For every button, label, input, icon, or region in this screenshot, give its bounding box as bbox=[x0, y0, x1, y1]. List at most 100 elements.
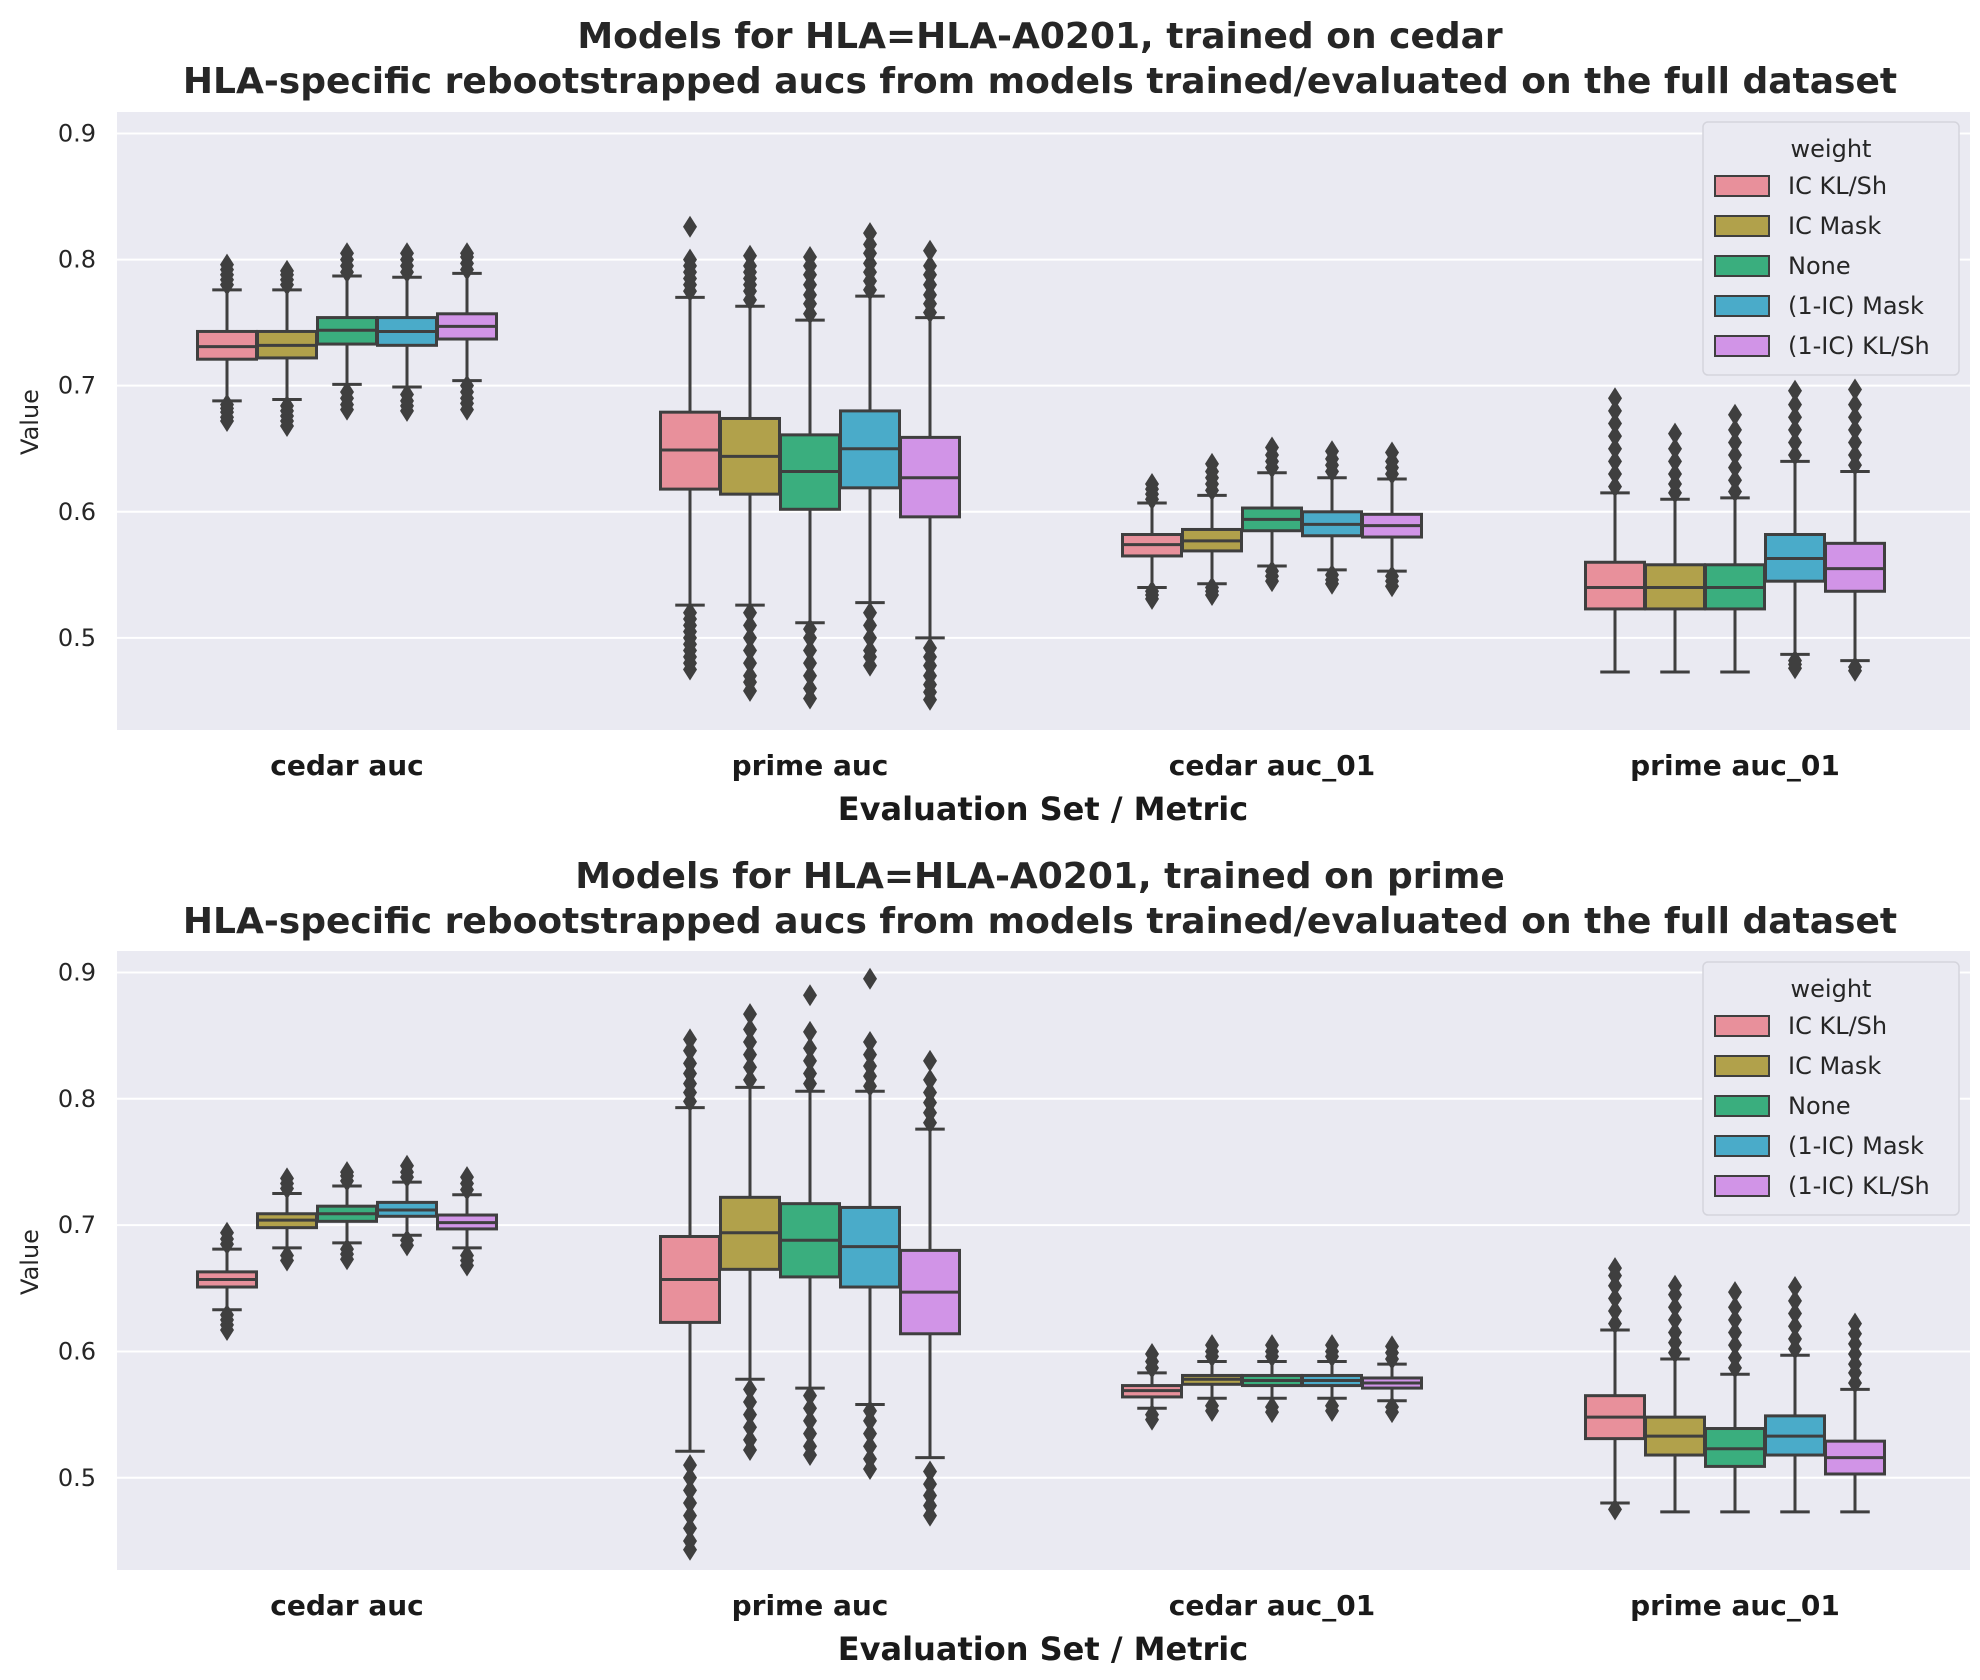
y-tick-label: 0.5 bbox=[58, 624, 96, 652]
box-iqr bbox=[1584, 560, 1646, 611]
outlier-point bbox=[1668, 437, 1682, 460]
outlier-point bbox=[803, 1384, 817, 1407]
outlier-point bbox=[1385, 441, 1399, 464]
chart-title-line1: Models for HLA=HLA-A0201, trained on ced… bbox=[577, 16, 1503, 57]
outlier-point bbox=[1788, 1302, 1802, 1325]
box-plot bbox=[779, 984, 841, 1467]
outlier-point bbox=[1848, 418, 1862, 441]
legend-label: IC Mask bbox=[1788, 212, 1881, 240]
outlier-point bbox=[1728, 480, 1742, 503]
outlier-point bbox=[1668, 1296, 1682, 1319]
y-tick-label: 0.6 bbox=[58, 1337, 96, 1365]
box-plot bbox=[1764, 1276, 1826, 1514]
outlier-point bbox=[340, 1161, 354, 1184]
outlier-point bbox=[1325, 440, 1339, 463]
x-tick-label: cedar auc bbox=[270, 749, 424, 782]
outlier-point bbox=[1608, 1257, 1622, 1280]
box-plot bbox=[1824, 1312, 1886, 1514]
x-axis-label: Evaluation Set / Metric bbox=[838, 1630, 1248, 1668]
box-plot bbox=[1764, 379, 1826, 680]
gridlines bbox=[117, 132, 1970, 639]
outlier-point bbox=[1668, 462, 1682, 485]
legend-label: IC Mask bbox=[1788, 1052, 1881, 1080]
outlier-point bbox=[280, 394, 294, 417]
outlier-point bbox=[803, 246, 817, 269]
chart-title-line2: HLA-specific rebootstrapped aucs from mo… bbox=[183, 61, 1897, 102]
legend-label: None bbox=[1788, 252, 1851, 280]
outlier-point bbox=[1728, 1346, 1742, 1369]
outlier-point bbox=[1728, 403, 1742, 426]
box-plot bbox=[1704, 1281, 1766, 1514]
legend-swatch bbox=[1714, 175, 1770, 197]
outlier-point bbox=[863, 1054, 877, 1077]
outlier-point bbox=[1385, 1396, 1399, 1419]
outlier-point bbox=[743, 1056, 757, 1079]
box-plot bbox=[1181, 452, 1243, 607]
outlier-point bbox=[863, 1030, 877, 1053]
outlier-point bbox=[863, 222, 877, 245]
outlier-point bbox=[1145, 1342, 1159, 1365]
outlier-point bbox=[743, 1030, 757, 1053]
outlier-point bbox=[1145, 1403, 1159, 1426]
outlier-point bbox=[1265, 1396, 1279, 1419]
outlier-point bbox=[1205, 576, 1219, 599]
x-tick-label: cedar auc_01 bbox=[1169, 749, 1375, 782]
outlier-point bbox=[743, 1003, 757, 1026]
box-plot bbox=[719, 1003, 781, 1461]
outlier-point bbox=[1848, 1312, 1862, 1335]
outlier-point bbox=[923, 1049, 937, 1072]
outlier-point bbox=[1728, 431, 1742, 454]
outlier-point bbox=[460, 374, 474, 397]
legend: weight IC KL/Sh IC Mask None (1-IC) Mask (1-… bbox=[1702, 121, 1960, 376]
outlier-point bbox=[923, 1484, 937, 1507]
outlier-point bbox=[1608, 1287, 1622, 1310]
box-plot bbox=[1704, 403, 1766, 674]
outlier-point bbox=[280, 1244, 294, 1267]
outlier-point bbox=[683, 1028, 697, 1051]
outlier-point bbox=[863, 1422, 877, 1445]
outlier-point bbox=[1728, 1321, 1742, 1344]
outlier-point bbox=[803, 664, 817, 687]
outlier-point bbox=[220, 1303, 234, 1326]
legend-label: (1-IC) KL/Sh bbox=[1788, 1172, 1930, 1200]
outlier-point bbox=[743, 664, 757, 687]
y-tick-labels: 0.5 0.6 0.7 0.8 0.9 bbox=[58, 119, 96, 651]
outlier-point bbox=[683, 215, 697, 238]
outlier-point bbox=[1788, 1276, 1802, 1299]
outlier-point bbox=[743, 1018, 757, 1041]
outlier-point bbox=[1265, 1334, 1279, 1357]
outlier-point bbox=[803, 1397, 817, 1420]
outlier-point bbox=[220, 253, 234, 276]
legend-label: (1-IC) KL/Sh bbox=[1788, 332, 1930, 360]
outlier-point bbox=[1728, 456, 1742, 479]
outlier-point bbox=[1145, 580, 1159, 603]
outlier-point bbox=[743, 1068, 757, 1091]
outlier-point bbox=[923, 1460, 937, 1483]
outlier-point bbox=[803, 1422, 817, 1445]
outlier-point bbox=[683, 1052, 697, 1075]
outlier-point bbox=[1788, 1315, 1802, 1338]
outlier-point bbox=[863, 1399, 877, 1422]
outlier-point bbox=[1608, 1300, 1622, 1323]
x-tick-labels: cedar auc prime auc cedar auc_01 prime auc_… bbox=[270, 749, 1840, 782]
box-plot bbox=[256, 1167, 318, 1272]
outlier-point bbox=[863, 601, 877, 624]
legend-swatch bbox=[1714, 1175, 1770, 1197]
box-plot bbox=[1301, 440, 1363, 595]
y-tick-label: 0.7 bbox=[58, 372, 96, 400]
x-tick-label: cedar auc_01 bbox=[1169, 1589, 1375, 1622]
y-tick-label: 0.6 bbox=[58, 498, 96, 526]
chart-title-line1: Models for HLA=HLA-A0201, trained on pri… bbox=[575, 856, 1505, 897]
outlier-point bbox=[1608, 475, 1622, 498]
outlier-point bbox=[923, 637, 937, 660]
outlier-point bbox=[683, 1479, 697, 1502]
outlier-point bbox=[1788, 1327, 1802, 1350]
subplot-cedar: Models for HLA=HLA-A0201, trained on ced… bbox=[16, 16, 1970, 828]
y-axis-label: Value bbox=[16, 389, 44, 455]
outlier-point bbox=[863, 626, 877, 649]
y-axis-label: Value bbox=[16, 1229, 44, 1295]
plot-area bbox=[117, 112, 1970, 730]
outlier-point bbox=[743, 1428, 757, 1451]
outlier-point bbox=[803, 652, 817, 675]
x-tick-labels: cedar auc prime auc cedar auc_01 prime auc_… bbox=[270, 1589, 1840, 1622]
